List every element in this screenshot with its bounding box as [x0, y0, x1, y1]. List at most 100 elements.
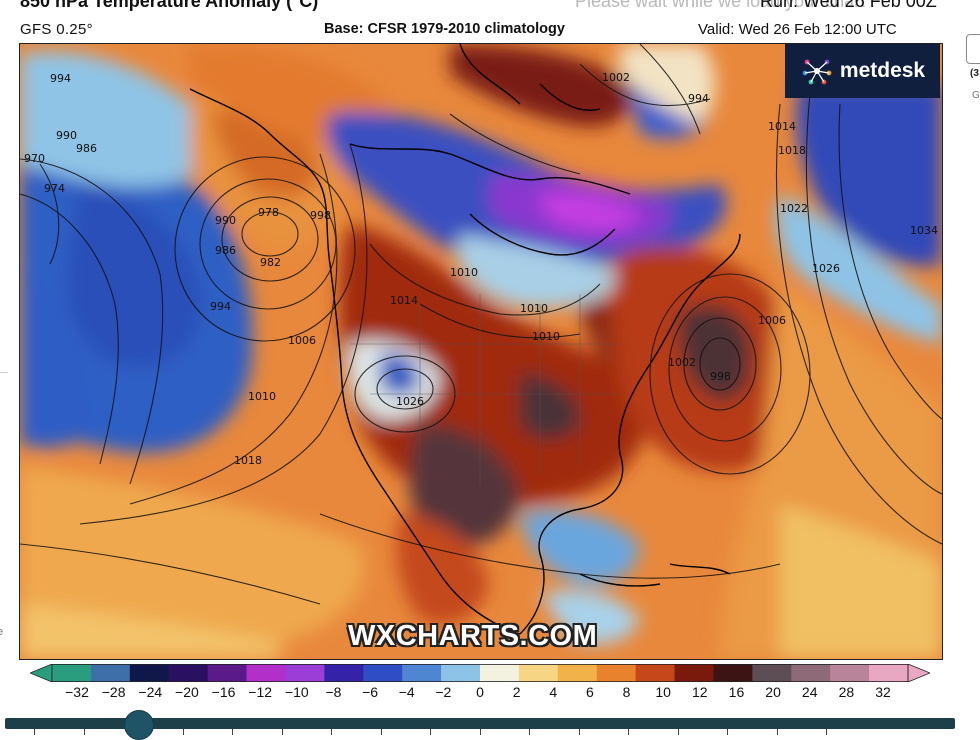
time-slider-tick [281, 729, 283, 735]
colorbar-tick-label: 32 [875, 684, 891, 700]
model-label: GFS 0.25° [20, 21, 93, 38]
isobar-label: 1010 [532, 330, 560, 343]
isobar-label: 994 [210, 300, 231, 313]
climatology-base-label: Base: CFSR 1979-2010 climatology [324, 21, 565, 37]
colorbar-segment [246, 664, 287, 682]
isobar-label: 1006 [758, 314, 786, 327]
state-borders [350, 294, 620, 484]
side-panel-button[interactable] [966, 34, 980, 64]
isobar-label: 1026 [396, 395, 424, 408]
colorbar-tick-label: 20 [765, 684, 781, 700]
colorbar-tick-label: −28 [101, 684, 126, 700]
time-slider-tick [727, 729, 728, 735]
colorbar-tick-label: 2 [512, 684, 521, 700]
colorbar-tick-label: −32 [65, 684, 89, 700]
anomaly-map-svg: 994 970 974 986 990 978 982 986 990 994 … [20, 44, 942, 659]
colorbar-segment [52, 664, 92, 682]
isobar-label: 1034 [910, 224, 938, 237]
colorbar-segment [168, 664, 209, 682]
isobar-label: 1010 [450, 266, 478, 279]
colorbar-segment [441, 664, 481, 682]
isobar-label: 978 [258, 206, 279, 219]
time-slider-handle[interactable] [124, 710, 154, 740]
side-panel-text: (3 [970, 68, 979, 79]
colorbar-tick-label: −8 [325, 684, 342, 700]
time-slider-tick [776, 729, 778, 735]
valid-time-label: Valid: Wed 26 Feb 12:00 UTC [698, 21, 897, 38]
colorbar-frame [51, 664, 909, 683]
colorbar-segment [207, 664, 248, 682]
time-slider-tick [826, 729, 827, 735]
isobar-label: 1014 [768, 120, 796, 133]
wxcharts-watermark: WXCHARTS.COM [348, 620, 598, 652]
colorbar-segment [557, 664, 598, 682]
run-label: Run: Wed 26 Feb 00Z [760, 0, 937, 11]
chart-title: 850 hPa Temperature Anomaly (°C) [20, 0, 319, 11]
colorbar-segment [480, 664, 520, 682]
colorbar-segment [869, 664, 909, 682]
colorbar-tick-label: 28 [838, 684, 855, 700]
time-slider-track[interactable] [5, 718, 955, 729]
isobar-label: 986 [215, 244, 236, 257]
colorbar-tick-label: 0 [476, 684, 484, 700]
colorbar-segment [674, 664, 715, 682]
metdesk-logo-badge: metdesk [785, 44, 940, 98]
colorbar-min-arrow [28, 663, 53, 683]
colorbar-tick-label: −2 [435, 684, 452, 700]
brand-name: metdesk [839, 59, 926, 82]
colorbar-tick-label: 4 [549, 684, 558, 700]
isobar-label: 998 [710, 370, 731, 383]
colorbar-tick-label: 24 [801, 684, 818, 700]
colorbar-tick-label: 6 [586, 684, 594, 700]
isobar-label: 1018 [778, 144, 806, 157]
colorbar-svg [28, 663, 932, 683]
isobar-labels: 994 970 974 986 990 978 982 986 990 994 … [24, 71, 938, 467]
colorbar-segment [518, 664, 559, 682]
left-edge-glyph: e [0, 626, 4, 638]
isobar-label: 994 [50, 72, 71, 85]
colorbar-segment [635, 664, 676, 682]
isobar-label: 994 [688, 92, 709, 105]
colorbar-tick-label: 10 [655, 684, 671, 700]
time-slider-tick [34, 729, 35, 735]
colorbar-tick-label: −20 [175, 684, 199, 700]
anomaly-map[interactable]: 994 970 974 986 990 978 982 986 990 994 … [19, 43, 943, 660]
colorbar-tick-label: −12 [248, 684, 273, 700]
time-slider-tick [529, 729, 530, 735]
colorbar-tick-label: −4 [398, 684, 415, 700]
colorbar-segment [830, 664, 870, 682]
isobar-label: 1014 [390, 294, 418, 307]
colorbar-tick-label: −6 [362, 684, 379, 700]
colorbar-tick-label: −24 [138, 684, 163, 700]
colorbar-segment [713, 664, 753, 682]
isobar-label: 998 [310, 209, 331, 222]
coastlines [189, 44, 741, 635]
time-slider-tick [479, 729, 481, 735]
colorbar-segment [791, 664, 831, 682]
time-slider-tick [430, 729, 431, 735]
isobar-label: 1006 [288, 334, 316, 347]
isobar-label: 1018 [234, 454, 262, 467]
isobar-label: 1010 [248, 390, 276, 403]
colorbar-tick-label: 16 [728, 684, 745, 700]
colorbar-segment [129, 664, 170, 682]
isobar-label: 1002 [668, 356, 696, 369]
time-slider-tick [677, 729, 679, 735]
colorbar-tick-label: −16 [211, 684, 236, 700]
colorbar-segment [596, 664, 637, 682]
time-slider-tick [331, 729, 332, 735]
colorbar-segment [324, 664, 364, 682]
colorbar [28, 663, 932, 683]
colorbar-segment [752, 664, 792, 682]
isobar-label: 1002 [602, 71, 630, 84]
isobar-label: 986 [76, 142, 97, 155]
isobar-label: 974 [44, 182, 65, 195]
left-edge-divider [0, 372, 8, 373]
time-slider-tick [628, 729, 629, 735]
isobar-label: 1022 [780, 202, 808, 215]
time-slider-tick [232, 729, 233, 735]
time-slider-tick [380, 729, 382, 735]
isobar-label: 1010 [520, 302, 548, 315]
loading-message: Please wait while we load your chart . . [575, 0, 886, 11]
